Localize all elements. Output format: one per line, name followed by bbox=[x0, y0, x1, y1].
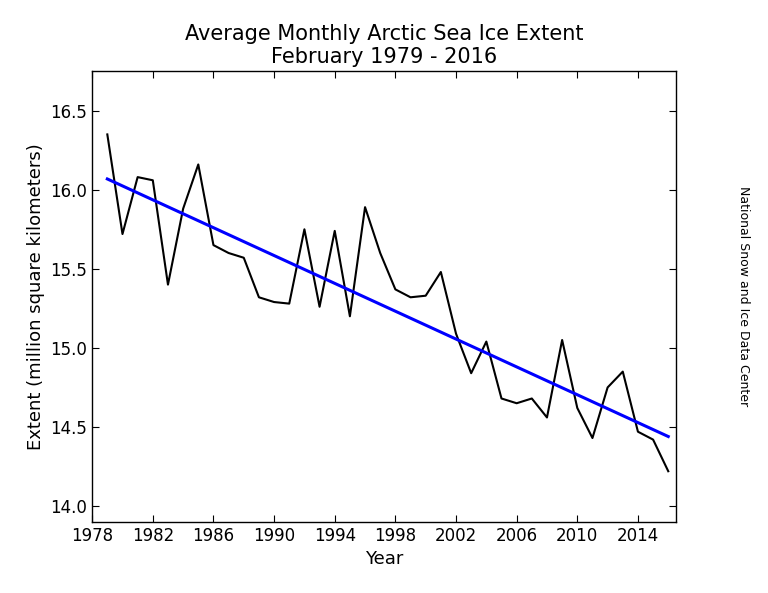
Title: Average Monthly Arctic Sea Ice Extent
February 1979 - 2016: Average Monthly Arctic Sea Ice Extent Fe… bbox=[185, 24, 583, 67]
Y-axis label: Extent (million square kilometers): Extent (million square kilometers) bbox=[27, 143, 45, 450]
X-axis label: Year: Year bbox=[365, 550, 403, 568]
Text: National Snow and Ice Data Center: National Snow and Ice Data Center bbox=[737, 186, 750, 407]
